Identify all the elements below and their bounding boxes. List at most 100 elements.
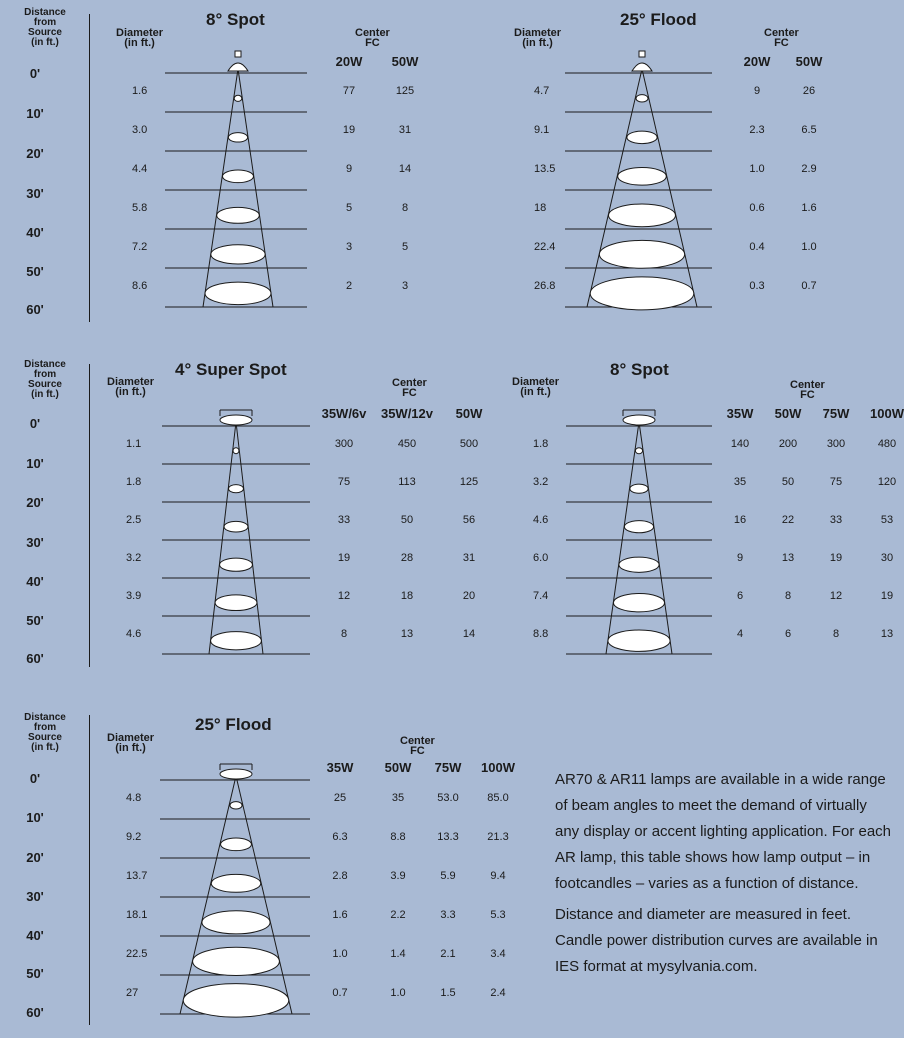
center-fc-value: 1.5 xyxy=(440,987,456,999)
distance-label: 60' xyxy=(26,651,44,666)
distance-header: Distance from Source (in ft.) xyxy=(24,712,66,753)
center-fc-value: 4 xyxy=(736,628,744,640)
diameter-header: Diameter (in ft.) xyxy=(107,376,155,398)
distance-label: 50' xyxy=(26,264,44,279)
diameter-header: Diameter (in ft.) xyxy=(116,27,164,49)
center-fc-value: 21.3 xyxy=(487,831,509,843)
diameter-value: 1.8 xyxy=(533,438,549,450)
center-fc-value: 14 xyxy=(462,628,476,640)
distance-header: Distance from Source (in ft.) xyxy=(24,359,66,400)
wattage-column-header: 35W/6v xyxy=(321,406,367,421)
center-fc-value: 13.3 xyxy=(437,831,459,843)
diameter-value: 3.0 xyxy=(132,124,148,136)
center-fc-value: 13 xyxy=(880,628,894,640)
center-fc-header: Center FC xyxy=(355,27,390,49)
distance-label: 20' xyxy=(26,850,44,865)
center-fc-value: 2.9 xyxy=(801,163,817,175)
center-fc-value: 2.8 xyxy=(332,870,348,882)
wattage-column-header: 50W xyxy=(774,406,802,421)
center-fc-value: 16 xyxy=(733,514,747,526)
beam-edge xyxy=(202,68,239,308)
beam-ellipse xyxy=(618,556,660,573)
distance-axis-line xyxy=(89,14,90,322)
center-fc-value: 0.6 xyxy=(749,202,765,214)
center-fc-header: Center FC xyxy=(764,27,799,49)
diameter-value: 1.1 xyxy=(126,438,142,450)
wattage-column-header: 100W xyxy=(481,760,515,775)
center-fc-value: 50 xyxy=(781,476,795,488)
center-fc-value: 1.6 xyxy=(332,909,348,921)
center-fc-value: 6 xyxy=(736,590,744,602)
center-fc-value: 8 xyxy=(401,202,409,214)
diameter-value: 6.0 xyxy=(533,552,549,564)
distance-label: 30' xyxy=(26,889,44,904)
diameter-value: 9.2 xyxy=(126,831,142,843)
center-fc-value: 120 xyxy=(877,476,897,488)
distance-label: 60' xyxy=(26,302,44,317)
center-fc-header: Center FC xyxy=(790,379,825,401)
diameter-value: 13.7 xyxy=(126,870,148,882)
beam-edge xyxy=(235,775,293,1015)
center-fc-value: 3.3 xyxy=(440,909,456,921)
beam-ellipse xyxy=(589,276,695,311)
wattage-column-header: 50W xyxy=(795,54,823,69)
center-fc-value: 22 xyxy=(781,514,795,526)
lamp-icon xyxy=(219,768,253,780)
diameter-value: 13.5 xyxy=(534,163,556,175)
block-title: 25° Flood xyxy=(195,715,272,734)
center-fc-value: 5 xyxy=(345,202,353,214)
distance-label: 10' xyxy=(26,456,44,471)
lamp-icon xyxy=(631,62,653,72)
center-fc-value: 300 xyxy=(334,438,354,450)
center-fc-value: 6 xyxy=(784,628,792,640)
diameter-value: 3.2 xyxy=(533,476,549,488)
center-fc-value: 1.0 xyxy=(390,987,406,999)
center-fc-value: 140 xyxy=(730,438,750,450)
wattage-column-header: 35W xyxy=(326,760,354,775)
center-fc-value: 1.6 xyxy=(801,202,817,214)
wattage-column-header: 50W xyxy=(455,406,483,421)
distance-label: 50' xyxy=(26,966,44,981)
beam-ellipse xyxy=(233,94,243,102)
distance-label: 40' xyxy=(26,574,44,589)
center-fc-value: 35 xyxy=(391,792,405,804)
center-fc-value: 450 xyxy=(397,438,417,450)
distance-label: 30' xyxy=(26,186,44,201)
diameter-value: 27 xyxy=(126,987,139,999)
center-fc-value: 19 xyxy=(337,552,351,564)
diameter-value: 2.5 xyxy=(126,514,142,526)
block-title: 8° Spot xyxy=(206,10,265,29)
beam-ellipse xyxy=(182,983,290,1018)
center-fc-value: 8 xyxy=(832,628,840,640)
distance-label: 20' xyxy=(26,146,44,161)
center-fc-value: 75 xyxy=(829,476,843,488)
lamp-icon xyxy=(219,414,253,426)
distance-label: 0' xyxy=(29,66,41,81)
diameter-value: 22.5 xyxy=(126,948,148,960)
diameter-value: 9.1 xyxy=(534,124,550,136)
center-fc-value: 9 xyxy=(736,552,744,564)
diameter-value: 26.8 xyxy=(534,280,556,292)
center-fc-value: 8.8 xyxy=(390,831,406,843)
beam-ellipse xyxy=(626,130,658,145)
center-fc-value: 125 xyxy=(459,476,479,488)
center-fc-value: 35 xyxy=(733,476,747,488)
center-fc-value: 5 xyxy=(401,241,409,253)
beam-diagram xyxy=(165,50,307,308)
center-fc-value: 12 xyxy=(337,590,351,602)
section-bottom: Distance from Source (in ft.) 0' 10' 20'… xyxy=(0,708,904,1025)
diameter-value: 1.8 xyxy=(126,476,142,488)
section-middle: Distance from Source (in ft.) 0' 10' 20'… xyxy=(0,355,904,685)
lamp-icon xyxy=(622,414,656,426)
center-fc-value: 200 xyxy=(778,438,798,450)
distance-label: 60' xyxy=(26,1005,44,1020)
center-fc-header: Center FC xyxy=(400,735,435,757)
center-fc-value: 33 xyxy=(337,514,351,526)
distance-label: 30' xyxy=(26,535,44,550)
center-fc-value: 2 xyxy=(345,280,353,292)
distance-label: 50' xyxy=(26,613,44,628)
beam-ellipse xyxy=(214,594,258,612)
lamp-icon xyxy=(227,62,249,72)
beam-diagram xyxy=(160,763,310,1018)
